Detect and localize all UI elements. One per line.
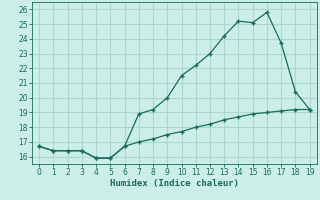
X-axis label: Humidex (Indice chaleur): Humidex (Indice chaleur) bbox=[110, 179, 239, 188]
